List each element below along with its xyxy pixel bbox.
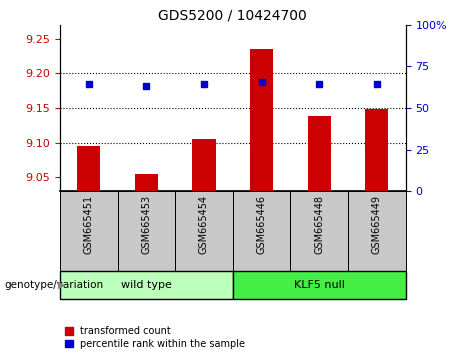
Bar <box>175 191 233 271</box>
Text: GSM665453: GSM665453 <box>142 195 151 254</box>
Text: genotype/variation: genotype/variation <box>5 280 104 290</box>
Bar <box>118 191 175 271</box>
Bar <box>233 191 290 271</box>
Text: GSM665451: GSM665451 <box>84 195 94 254</box>
Bar <box>233 271 406 299</box>
Bar <box>290 191 348 271</box>
Bar <box>348 191 406 271</box>
Bar <box>193 139 216 191</box>
Text: GSM665449: GSM665449 <box>372 195 382 254</box>
Text: GSM665448: GSM665448 <box>314 195 324 254</box>
Text: GSM665454: GSM665454 <box>199 195 209 254</box>
Bar <box>250 49 273 191</box>
Bar <box>365 109 388 191</box>
Bar <box>308 116 331 191</box>
Text: KLF5 null: KLF5 null <box>294 280 345 290</box>
Title: GDS5200 / 10424700: GDS5200 / 10424700 <box>159 8 307 22</box>
Text: GSM665446: GSM665446 <box>257 195 266 254</box>
Bar <box>77 146 100 191</box>
Bar <box>60 191 118 271</box>
Bar <box>135 174 158 191</box>
Text: ▶: ▶ <box>58 280 65 290</box>
Text: wild type: wild type <box>121 280 172 290</box>
Bar <box>60 271 233 299</box>
Legend: transformed count, percentile rank within the sample: transformed count, percentile rank withi… <box>65 326 245 349</box>
